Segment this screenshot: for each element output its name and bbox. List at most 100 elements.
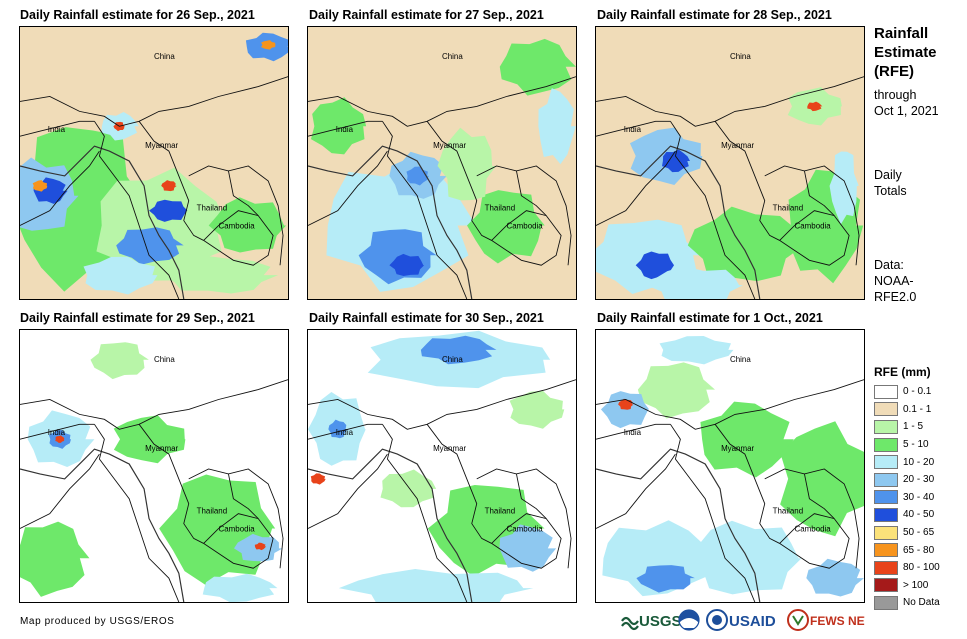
rainfall-area (420, 335, 497, 365)
label-myanmar: Myanmar (433, 444, 466, 453)
label-cambodia: Cambodia (219, 525, 256, 534)
data-source-1: NOAA- (874, 274, 914, 288)
through-date: Oct 1, 2021 (874, 104, 939, 118)
panel-title-5: Daily Rainfall estimate for 30 Sep., 202… (309, 311, 544, 325)
legend-title: RFE (mm) (874, 365, 931, 379)
rainfall-area (685, 520, 802, 595)
country-border (228, 473, 259, 519)
rainfall-area (261, 40, 276, 50)
country-border (20, 150, 100, 226)
country-border (516, 170, 547, 216)
country-border (714, 424, 780, 544)
legend-item: 0 - 0.1 (874, 383, 940, 401)
rainfall-map-3: China India Myanmar Thailand Cambodia (595, 26, 865, 300)
title-line-3: (RFE) (874, 63, 914, 80)
label-thailand: Thailand (773, 204, 803, 213)
country-border (596, 379, 864, 430)
legend-item: 80 - 100 (874, 559, 940, 577)
usgs-logo-text: USGS (639, 613, 682, 630)
legend-item: 20 - 30 (874, 471, 940, 489)
through-text: through (874, 88, 917, 102)
label-cambodia: Cambodia (795, 525, 832, 534)
rainfall-area (149, 199, 188, 222)
legend-item: 5 - 10 (874, 436, 940, 454)
rainfall-area (55, 435, 65, 443)
country-border (596, 76, 864, 127)
label-thailand: Thailand (485, 507, 515, 516)
rainfall-map-5: China India Myanmar Thailand Cambodia (307, 329, 577, 603)
country-border (20, 423, 95, 440)
usaid-logo-text: USAID (729, 613, 776, 630)
panel-title-4: Daily Rainfall estimate for 29 Sep., 202… (20, 311, 255, 325)
rainfall-area (687, 206, 805, 282)
legend-swatch (874, 560, 898, 575)
country-border (779, 210, 850, 266)
legend-item: 10 - 20 (874, 453, 940, 471)
legend-item: 65 - 80 (874, 541, 940, 559)
country-border (491, 513, 562, 569)
legend-label: 50 - 65 (903, 527, 935, 539)
label-china: China (154, 355, 175, 364)
country-border (596, 150, 676, 226)
legend-item: > 100 (874, 577, 940, 595)
legend-item: 30 - 40 (874, 489, 940, 507)
panel-title-2: Daily Rainfall estimate for 27 Sep., 202… (309, 8, 544, 22)
rainfall-area (637, 362, 716, 419)
country-border (94, 424, 180, 602)
country-border (308, 453, 388, 529)
coastline (596, 145, 761, 299)
label-thailand: Thailand (773, 507, 803, 516)
rainfall-area (20, 521, 90, 597)
legend-swatch (874, 455, 898, 470)
legend-swatch (874, 543, 898, 558)
country-border (203, 210, 274, 266)
rainfall-area (310, 97, 367, 155)
label-china: China (730, 52, 751, 61)
coastline (596, 448, 761, 602)
label-thailand: Thailand (197, 507, 227, 516)
country-border (20, 379, 288, 430)
legend-label: > 100 (903, 579, 929, 591)
country-border (714, 121, 780, 241)
legend-label: No Data (903, 597, 940, 609)
rainfall-map-1: China India Myanmar Thailand Cambodia (19, 26, 289, 300)
legend-label: 0.1 - 1 (903, 403, 932, 415)
rainfall-area (636, 565, 695, 593)
rainfall-area (499, 38, 576, 96)
rainfall-area (600, 391, 650, 429)
rainfall-area (780, 421, 864, 537)
data-label: Data: (874, 258, 904, 272)
country-border (804, 473, 835, 519)
rainfall-area (32, 180, 48, 192)
legend-item: 0.1 - 1 (874, 401, 940, 419)
country-border (203, 513, 274, 569)
country-border (308, 423, 383, 440)
panel-title-6: Daily Rainfall estimate for 1 Oct., 2021 (597, 311, 823, 325)
country-border (764, 165, 860, 266)
legend-swatch (874, 525, 898, 540)
rainfall-area (829, 151, 859, 225)
rainfall-area (208, 197, 287, 253)
title-line-2: Estimate (874, 44, 937, 61)
country-border (670, 121, 756, 299)
label-india: India (624, 428, 642, 437)
legend-label: 10 - 20 (903, 456, 935, 468)
data-source-2: RFE2.0 (874, 290, 917, 304)
country-border (138, 424, 204, 544)
label-china: China (442, 355, 463, 364)
country-border (426, 121, 492, 241)
rainfall-area (161, 180, 177, 192)
legend-item: No Data (874, 594, 940, 612)
sidebar-title: Rainfall Estimate (RFE) (874, 24, 937, 81)
legend-swatch (874, 490, 898, 505)
legend-item: 50 - 65 (874, 524, 940, 542)
label-india: India (624, 125, 642, 134)
noaa-logo (678, 609, 700, 631)
country-border (516, 473, 547, 519)
rainfall-area (113, 415, 186, 464)
rainfall-area (700, 401, 794, 478)
rainfall-area (90, 342, 149, 380)
label-china: China (154, 52, 175, 61)
daily-text: Daily (874, 168, 902, 182)
rainfall-area (162, 255, 279, 294)
